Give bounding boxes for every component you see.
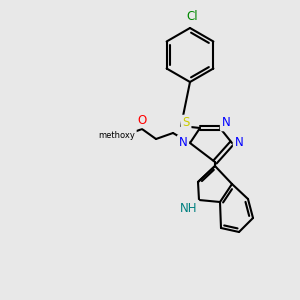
Text: N: N — [178, 136, 188, 149]
Text: methoxy: methoxy — [99, 130, 135, 140]
Text: N: N — [222, 116, 230, 130]
Text: N: N — [235, 136, 243, 149]
Text: Cl: Cl — [186, 11, 198, 23]
Text: O: O — [137, 113, 147, 127]
Text: S: S — [182, 116, 190, 130]
Text: NH: NH — [180, 202, 198, 214]
